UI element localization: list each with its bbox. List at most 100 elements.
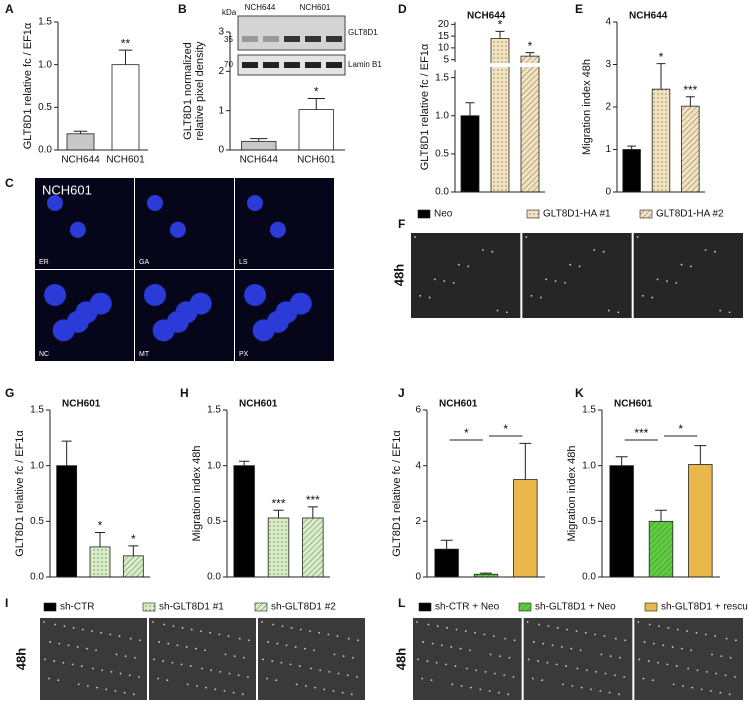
y-axis-label: GLT8D1 relative fc / EF1α [391,430,403,557]
bar [688,464,713,578]
cell [333,653,336,656]
cell [76,646,79,648]
cell [465,667,468,670]
cell [266,677,269,680]
cell [109,633,112,636]
cell [58,642,61,645]
cell [540,296,542,299]
significance: * [314,85,319,99]
cell [580,686,583,689]
image-title: NCH601 [42,182,92,197]
micrograph [523,618,633,700]
bar [609,465,634,578]
cell [643,641,646,643]
significance: * [678,422,683,436]
cell [450,646,453,648]
y-axis-label: relative pixel density [194,41,206,141]
subtitle: NCH601 [239,399,278,410]
cell [667,626,670,629]
cell [532,641,535,643]
cell [128,674,131,677]
legend-swatch [639,209,653,219]
cell [175,301,198,324]
time-label: 48h [391,264,406,286]
cell [647,660,650,662]
y-tick-label: 4 [605,17,611,28]
cell [666,663,669,666]
cell [672,683,675,686]
cell [454,665,457,667]
cell [541,679,544,682]
cell [275,301,298,324]
cell [590,688,592,691]
bar [513,479,538,578]
legend-label: sh-GLT8D1 + Neo [535,602,616,613]
band [284,62,300,68]
cell [327,633,330,636]
cell [158,641,161,643]
y-tick-label: 0.0 [435,187,449,198]
cell [52,319,75,342]
cell [527,658,530,661]
significance: * [503,422,508,436]
cell [499,655,501,657]
band [305,62,321,68]
cell [607,309,610,312]
error-bar [250,138,268,142]
significance: * [498,18,503,32]
error-bar [307,97,325,110]
subtitle: NCH601 [62,399,101,410]
tile-label: GA [139,259,149,266]
y-tick-label: 1.0 [435,110,449,121]
cell [114,690,117,692]
cell [484,670,487,673]
cell [219,670,222,673]
y-tick-label: 1.5 [582,405,596,416]
cell [554,280,557,283]
y-tick-label: 1.5 [207,405,221,416]
cell [299,628,302,631]
cell [496,309,499,312]
error-bar [519,442,532,480]
cell [347,637,350,640]
cell [414,236,416,238]
cell [507,693,510,696]
significance: ** [121,36,131,50]
cell [608,691,611,694]
cell [238,637,241,640]
cell [336,635,339,638]
cell [110,670,113,673]
cell [166,679,169,682]
bar [302,517,324,578]
cell [430,679,433,682]
cell [571,685,574,687]
cell [488,690,491,692]
y-tick-label: 1.5 [30,405,44,416]
cell [341,691,344,694]
cell [91,630,93,633]
bar [233,465,255,578]
subtitle: NCH601 [614,399,653,410]
cell [43,621,45,623]
cell [328,670,331,673]
blot-lane: NCH644 [245,3,276,12]
band [326,62,342,68]
cell [504,637,507,640]
blot [237,15,346,51]
cell [427,623,430,626]
cell [547,625,550,628]
cell [124,655,127,657]
cell [57,679,60,682]
cell [498,691,500,694]
cell [71,663,74,666]
cell [599,690,602,692]
cell [545,278,548,281]
cell [719,691,722,694]
cell [205,686,207,689]
y-tick-label: 0 [605,187,611,198]
cell [734,639,737,642]
cell [566,628,569,631]
legend-swatch [142,602,156,612]
y-tick-label: 2 [218,66,224,77]
y-tick-label: 1.0 [38,59,52,70]
